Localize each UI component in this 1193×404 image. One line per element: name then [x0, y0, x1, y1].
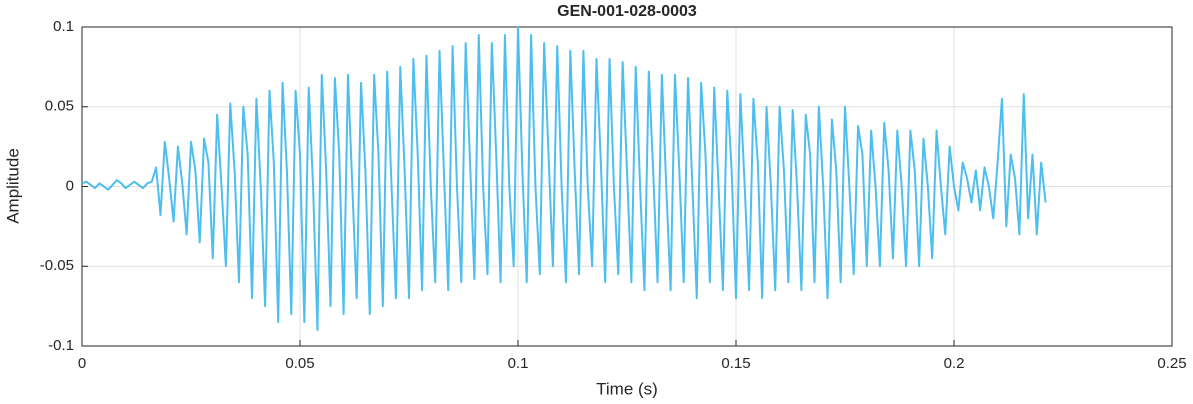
x-axis-label: Time (s): [596, 379, 658, 398]
y-tick-label: 0.05: [45, 98, 74, 115]
x-tick-label: 0.1: [508, 355, 529, 372]
chart-title: GEN-001-028-0003: [557, 3, 697, 20]
x-tick-label: 0: [78, 355, 86, 372]
x-tick-label: 0.2: [944, 355, 965, 372]
y-tick-label: -0.1: [48, 337, 74, 354]
y-tick-label: -0.05: [40, 257, 74, 274]
plot-frame: [81, 26, 1173, 347]
x-tick-label: 0.05: [285, 355, 314, 372]
y-axis-label: Amplitude: [3, 148, 22, 224]
x-tick-label: 0.25: [1157, 355, 1186, 372]
y-tick-label: 0.1: [53, 18, 74, 35]
x-tick-label: 0.15: [721, 355, 750, 372]
waveform-line: [81, 26, 1047, 332]
y-tick-label: 0: [66, 177, 74, 194]
